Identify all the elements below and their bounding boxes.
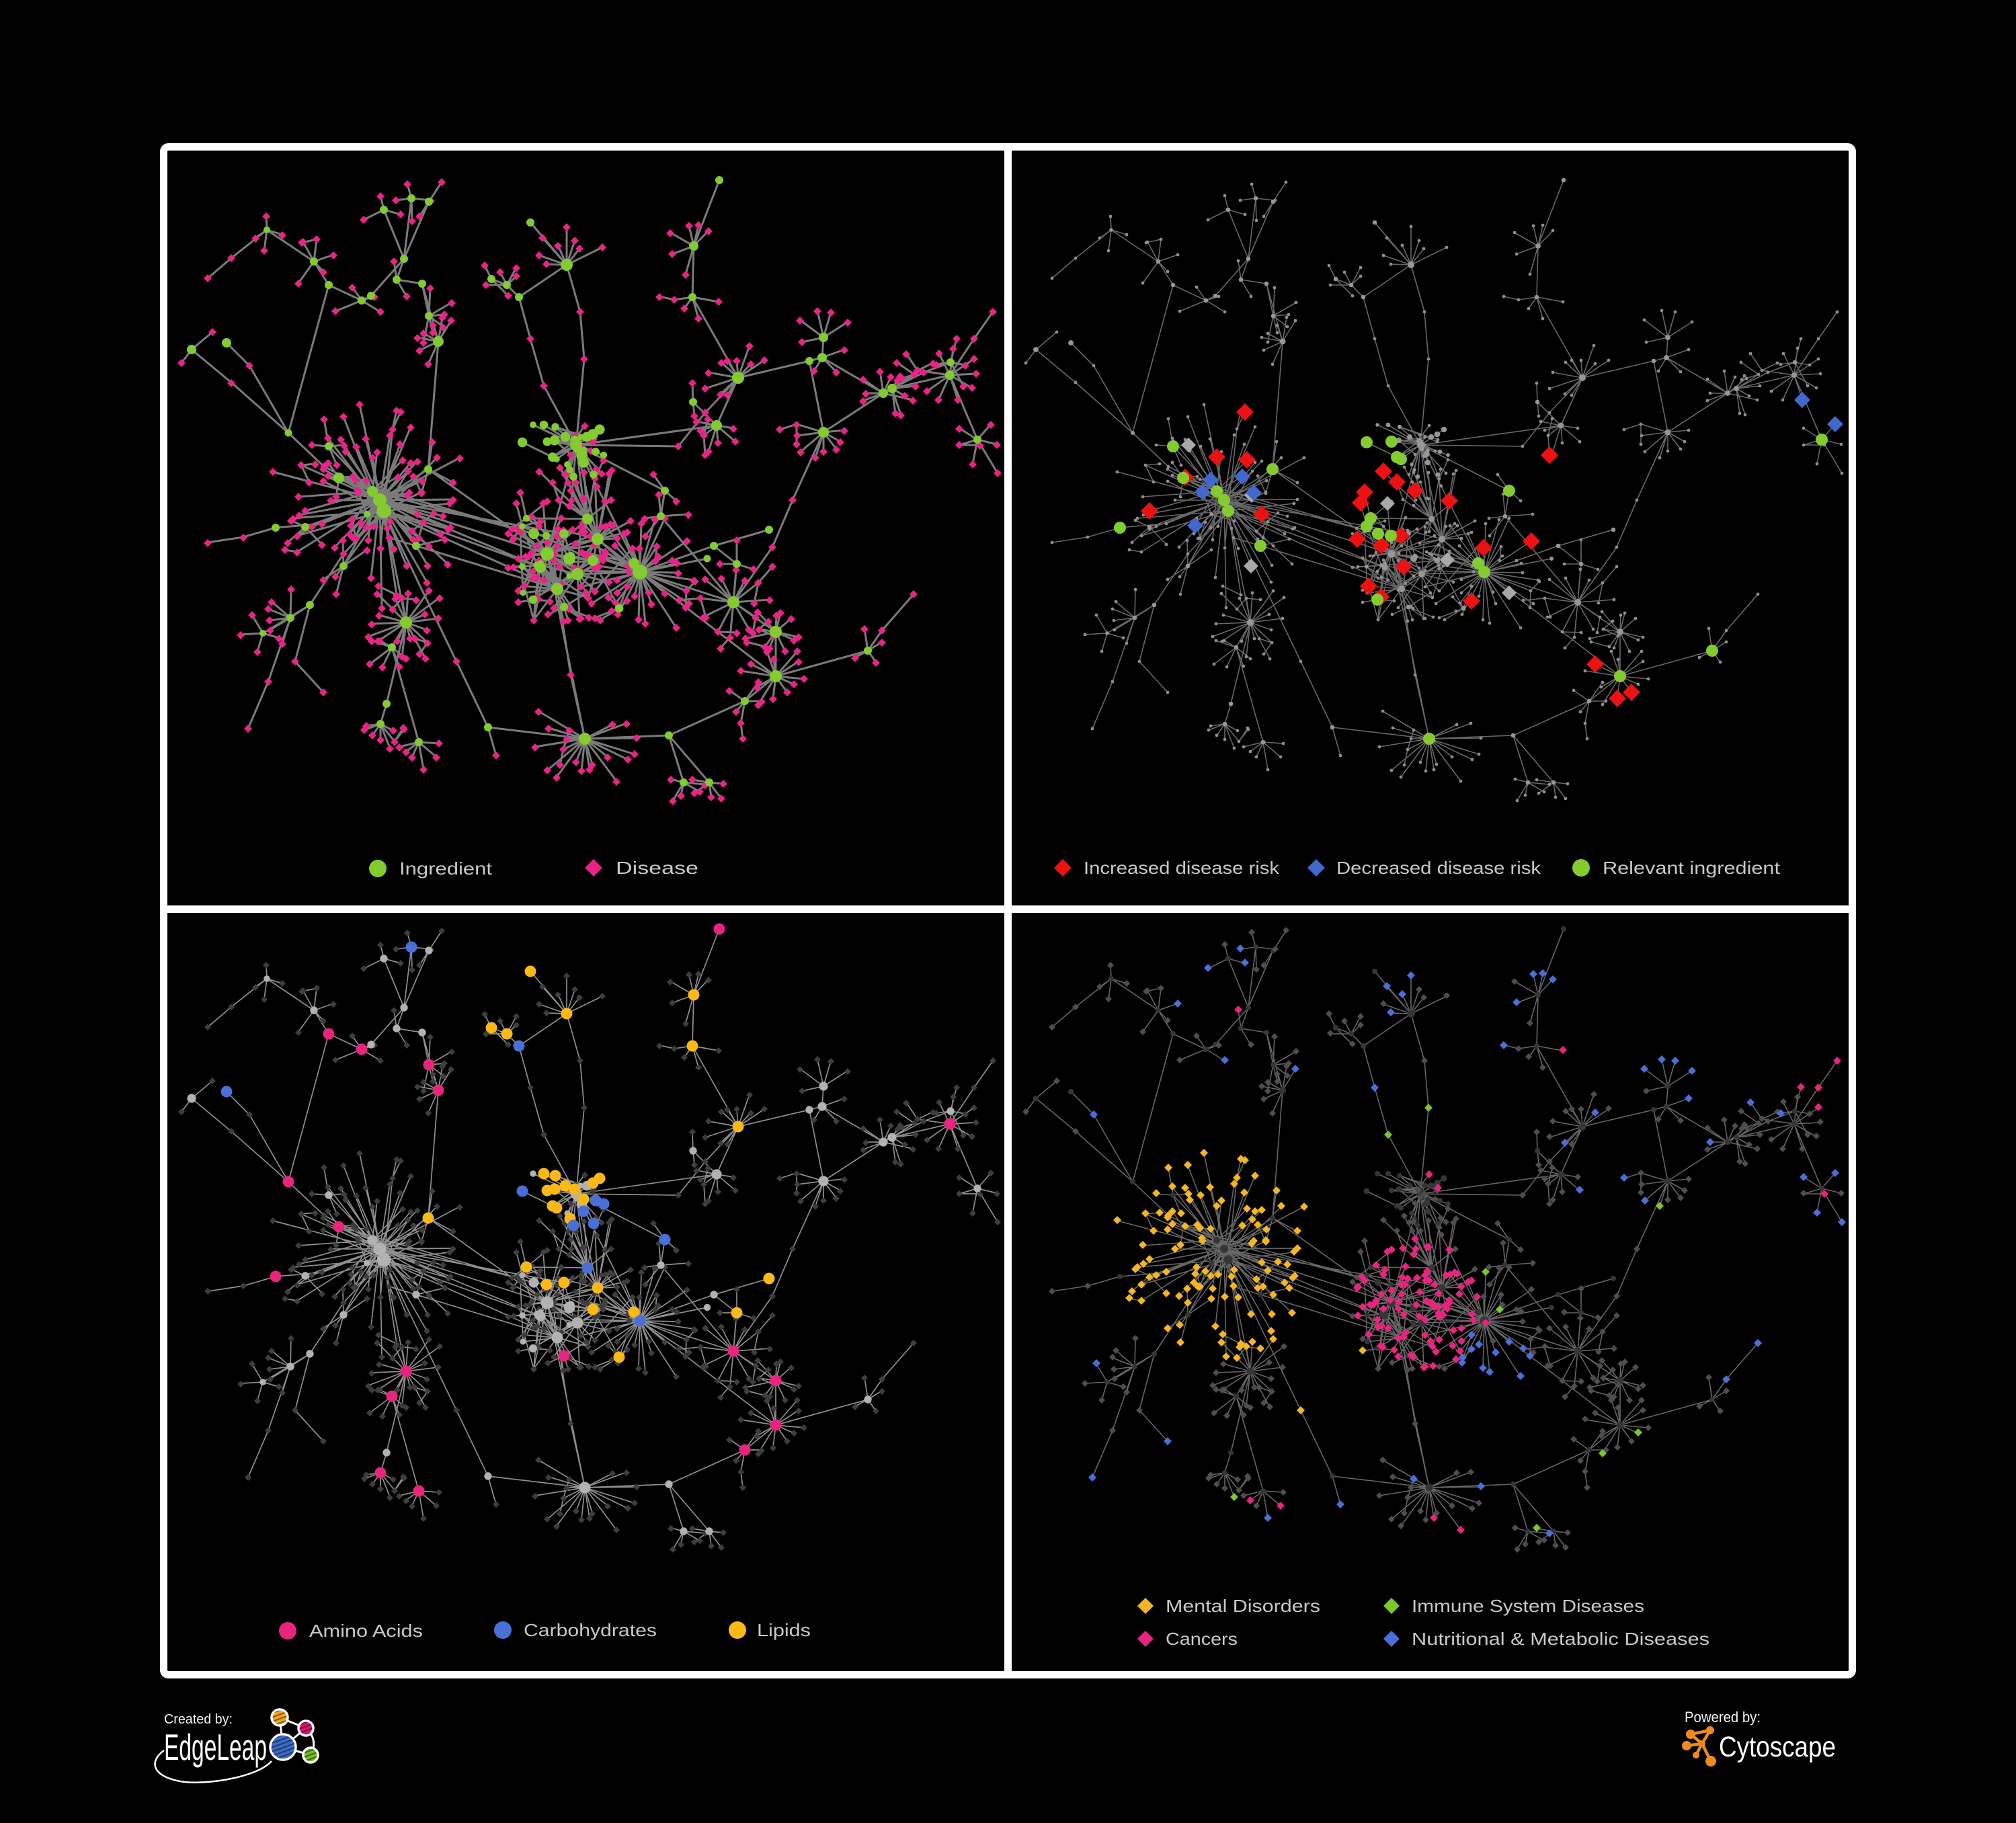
svg-text:Relevant ingredient: Relevant ingredient: [1603, 858, 1781, 878]
svg-text:EdgeLeap: EdgeLeap: [164, 1726, 267, 1768]
svg-text:Ingredient: Ingredient: [399, 858, 493, 879]
svg-text:Mental Disorders: Mental Disorders: [1166, 1596, 1320, 1616]
svg-text:Decreased disease risk: Decreased disease risk: [1336, 858, 1541, 878]
svg-text:Created by:: Created by:: [164, 1712, 233, 1727]
svg-text:Amino Acids: Amino Acids: [309, 1621, 423, 1641]
svg-text:Increased disease risk: Increased disease risk: [1084, 858, 1280, 878]
svg-text:Immune System Diseases: Immune System Diseases: [1412, 1596, 1644, 1616]
svg-text:Cancers: Cancers: [1166, 1629, 1238, 1649]
svg-text:Powered by:: Powered by:: [1685, 1709, 1761, 1726]
svg-text:Nutritional & Metabolic Diseas: Nutritional & Metabolic Diseases: [1412, 1629, 1709, 1649]
svg-text:Carbohydrates: Carbohydrates: [524, 1620, 657, 1640]
svg-text:Lipids: Lipids: [757, 1620, 811, 1640]
svg-text:Disease: Disease: [616, 858, 698, 878]
svg-text:Cytoscape: Cytoscape: [1719, 1731, 1836, 1763]
